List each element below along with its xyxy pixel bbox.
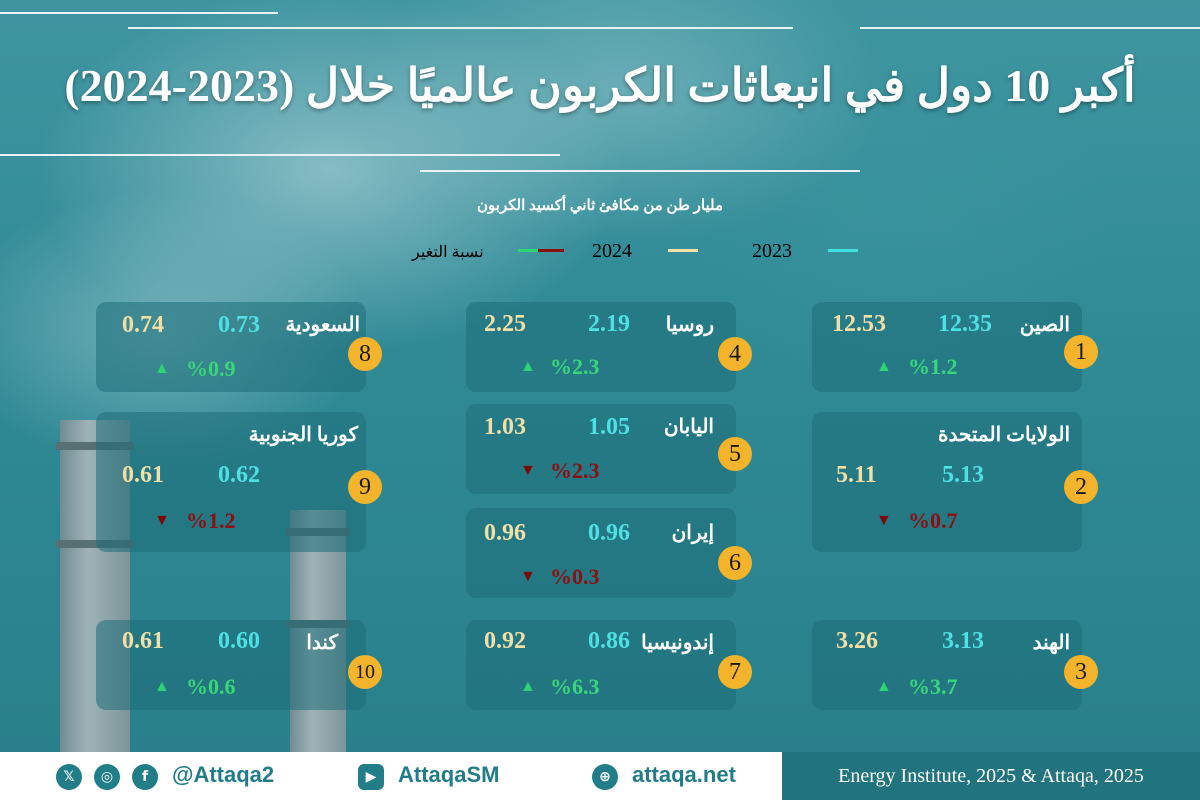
change-value: %1.2 [908,354,958,379]
change-value: %1.2 [186,508,236,533]
rank-badge: 4 [718,337,752,371]
value-2024: 0.74 [122,312,164,338]
value-2024: 0.61 [122,628,164,654]
decor-line [860,27,1200,29]
value-2023: 3.13 [942,628,984,654]
arrow-up-icon: ▲ [520,358,536,375]
units-subtitle: مليار طن من مكافئ ثاني أكسيد الكربون [477,198,723,214]
decor-line [0,12,278,14]
change-value: %2.3 [550,354,600,379]
rank-badge: 7 [718,655,752,689]
change-value: %0.7 [908,508,958,533]
change-value: %2.3 [550,458,600,483]
legend-2023-swatch [828,249,858,252]
country-name: إندونيسيا [641,632,714,654]
globe-icon[interactable]: ⊕ [592,764,618,790]
country-card: 2 الولايات المتحدة 5.13 5.11 %0.7 ▼ [812,412,1098,552]
country-card: 8 السعودية 0.73 0.74 %0.9 ▲ [96,302,382,392]
social-handle[interactable]: @Attaqa2 [172,762,275,787]
arrow-down-icon: ▼ [154,512,170,529]
rank-badge: 1 [1064,335,1098,369]
change-value: %6.3 [550,674,600,699]
country-name: كوريا الجنوبية [248,424,358,446]
value-2024: 12.53 [832,311,886,337]
source-credit: Energy Institute, 2025 & Attaqa, 2025 [782,752,1200,800]
value-2023: 5.13 [942,462,984,488]
country-name: اليابان [663,416,714,438]
country-name: الهند [1032,632,1070,654]
decor-line [128,27,793,29]
country-name: كندا [306,632,338,654]
country-name: السعودية [285,314,360,336]
change-value: %0.3 [550,564,600,589]
country-card: 7 إندونيسيا 0.86 0.92 %6.3 ▲ [466,620,752,710]
change-value: %0.9 [186,356,236,381]
country-card: 6 إيران 0.96 0.96 %0.3 ▼ [466,508,752,598]
youtube-icon[interactable]: ▶ [358,764,384,790]
value-2024: 0.92 [484,628,526,654]
country-card: 5 اليابان 1.05 1.03 %2.3 ▼ [466,404,752,494]
rank-badge: 5 [718,437,752,471]
arrow-up-icon: ▲ [154,678,170,695]
rank-badge: 8 [348,337,382,371]
value-2024: 0.96 [484,520,526,546]
website-link[interactable]: attaqa.net [632,762,736,787]
rank-badge: 9 [348,470,382,504]
footer: 𝕏 ◎ f @Attaqa2 ▶ AttaqaSM ⊕ attaqa.net E… [0,752,1200,800]
value-2024: 5.11 [836,462,877,488]
value-2023: 0.86 [588,628,630,654]
country-card: 3 الهند 3.13 3.26 %3.7 ▲ [812,620,1098,710]
legend-2024-label: 2024 [592,240,632,262]
arrow-down-icon: ▼ [876,512,892,529]
value-2023: 0.62 [218,462,260,488]
value-2023: 0.60 [218,628,260,654]
change-value: %3.7 [908,674,958,699]
value-2024: 0.61 [122,462,164,488]
legend-change-label: نسبة التغير [412,244,484,261]
country-card: 4 روسيا 2.19 2.25 %2.3 ▲ [466,302,752,392]
arrow-up-icon: ▲ [876,678,892,695]
decor-line [0,154,560,156]
legend-2024-swatch [668,249,698,252]
legend-change-up-swatch [518,249,538,252]
facebook-icon[interactable]: f [132,764,158,790]
arrow-down-icon: ▼ [520,462,536,479]
legend-change-down-swatch [538,249,564,252]
country-name: روسيا [665,314,714,336]
legend-2023-label: 2023 [752,240,792,262]
rank-badge: 2 [1064,470,1098,504]
country-card: 1 الصين 12.35 12.53 %1.2 ▲ [812,302,1098,392]
country-name: الصين [1019,314,1070,336]
value-2024: 1.03 [484,414,526,440]
instagram-icon[interactable]: ◎ [94,764,120,790]
arrow-up-icon: ▲ [876,358,892,375]
country-card: 9 كوريا الجنوبية 0.62 0.61 %1.2 ▼ [96,412,382,552]
change-value: %0.6 [186,674,236,699]
country-card: 10 كندا 0.60 0.61 %0.6 ▲ [96,620,382,710]
value-2023: 0.73 [218,312,260,338]
x-icon[interactable]: 𝕏 [56,764,82,790]
arrow-up-icon: ▲ [520,678,536,695]
value-2023: 12.35 [938,311,992,337]
rank-badge: 6 [718,546,752,580]
value-2024: 2.25 [484,311,526,337]
decor-line [420,170,860,172]
arrow-up-icon: ▲ [154,360,170,377]
country-name: إيران [671,522,714,544]
country-name: الولايات المتحدة [937,424,1070,446]
page-title: أكبر 10 دول في انبعاثات الكربون عالميًا … [64,60,1136,111]
value-2024: 3.26 [836,628,878,654]
arrow-down-icon: ▼ [520,568,536,585]
value-2023: 0.96 [588,520,630,546]
value-2023: 2.19 [588,311,630,337]
rank-badge: 10 [348,655,382,689]
value-2023: 1.05 [588,414,630,440]
youtube-handle[interactable]: AttaqaSM [398,762,500,787]
rank-badge: 3 [1064,655,1098,689]
